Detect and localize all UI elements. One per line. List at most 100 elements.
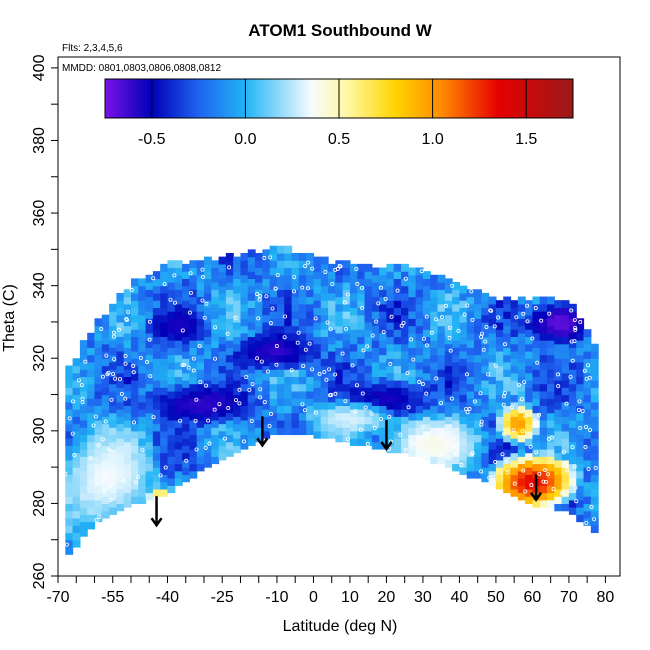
heatmap-cell [109,463,117,472]
heatmap-cell [225,434,234,443]
heatmap-cell [196,463,205,472]
heatmap-cell [298,405,307,414]
heatmap-cell [94,376,103,385]
heatmap-cell [415,318,424,327]
observation-marker [328,327,333,332]
heatmap-cell [320,271,329,279]
heatmap-cell [495,409,504,417]
heatmap-cell [233,350,242,359]
heatmap-cell [138,307,147,316]
observation-marker [370,333,375,338]
heatmap-cell [255,427,263,436]
heatmap-cell [393,380,402,388]
heatmap-cell [189,303,198,312]
heatmap-cell [138,416,147,425]
heatmap-cell [576,412,585,421]
heatmap-cell [167,448,176,457]
heatmap-cell [510,307,519,316]
heatmap-cell [583,459,592,468]
heatmap-cell [510,438,519,446]
heatmap-cell [488,478,497,486]
heatmap-cell [320,285,329,294]
observation-marker [521,468,526,473]
heatmap-cell [218,256,227,265]
heatmap-cell [466,347,475,356]
observation-marker [462,312,467,317]
heatmap-cell [357,387,366,396]
heatmap-cell [255,303,263,312]
heatmap-cell [284,419,293,428]
heatmap-cell [568,419,577,428]
heatmap-cell [101,467,110,475]
heatmap-cell [364,409,373,417]
heatmap-cell [444,292,453,301]
observation-marker [123,354,128,359]
heatmap-cell [130,336,139,345]
heatmap-cell [101,387,110,396]
heatmap-cell [488,361,497,370]
heatmap-cell [189,311,198,319]
heatmap-cell [547,340,555,348]
y-tick-label: 340 [31,272,48,299]
heatmap-cell [116,496,125,505]
heatmap-cell [145,354,154,363]
heatmap-cell [328,343,336,352]
heatmap-cell [116,401,125,410]
heatmap-cell [225,412,234,421]
heatmap-cell [94,448,103,457]
observation-marker [448,348,453,353]
heatmap-cell [517,419,526,428]
heatmap-cell [386,263,395,272]
heatmap-cell [328,300,336,309]
heatmap-cell [196,289,205,298]
heatmap-cell [386,278,395,287]
heatmap-cell [488,398,497,407]
heatmap-cell [79,419,88,428]
heatmap-cell [517,456,526,465]
heatmap-cell [65,525,74,534]
heatmap-cell [218,300,227,309]
x-tick-label: 20 [378,589,396,606]
heatmap-cell [568,448,577,457]
heatmap-cell [174,332,183,341]
heatmap-cell [182,445,190,454]
heatmap-cell [568,478,577,486]
heatmap-cell [87,470,96,479]
heatmap-cell [174,405,183,414]
heatmap-cell [94,427,103,436]
heatmap-cell [342,318,351,327]
heatmap-cell [401,380,409,388]
heatmap-cell [160,481,169,490]
heatmap-cell [225,311,234,319]
heatmap-cell [138,372,147,381]
observation-marker [111,334,116,339]
observation-marker [489,308,494,313]
heatmap-cell [525,416,534,425]
heatmap-cell [488,463,497,472]
heatmap-cell [393,372,402,381]
heatmap-cell [313,380,322,388]
heatmap-cell [386,365,395,374]
heatmap-cell [145,412,154,421]
observation-marker [249,419,254,424]
y-tick-label: 380 [31,127,48,154]
heatmap-cell [101,459,110,468]
heatmap-cell [138,387,147,396]
heatmap-cell [262,409,271,417]
heatmap-cell [568,318,577,327]
heatmap-cell [65,438,74,446]
heatmap-cell [371,369,380,377]
heatmap-cell [357,343,366,352]
heatmap-cell [262,285,271,294]
heatmap-cell [444,387,453,396]
heatmap-cell [306,427,315,436]
observation-marker [126,309,131,314]
x-tick-label: 80 [597,589,615,606]
heatmap-cell [393,307,402,316]
observation-marker [111,372,116,377]
observation-marker [292,275,297,280]
heatmap-cell [65,517,74,526]
observation-marker [64,542,69,547]
heatmap-cell [284,318,293,327]
heatmap-cell [152,467,161,475]
